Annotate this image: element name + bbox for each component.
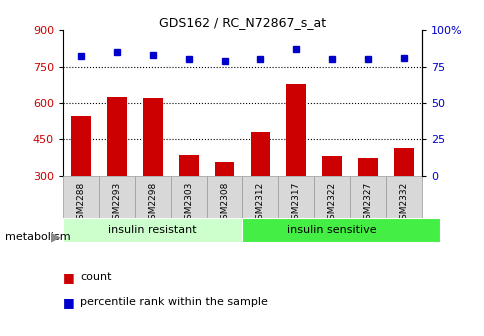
Text: metabolism: metabolism <box>5 232 70 242</box>
Text: count: count <box>80 272 111 282</box>
Text: ■: ■ <box>63 271 75 284</box>
Bar <box>358 158 377 249</box>
Bar <box>250 132 270 249</box>
FancyBboxPatch shape <box>63 218 242 242</box>
Text: GSM2293: GSM2293 <box>112 182 121 225</box>
Text: GSM2322: GSM2322 <box>327 182 336 225</box>
FancyBboxPatch shape <box>170 176 206 218</box>
Bar <box>322 156 341 249</box>
FancyBboxPatch shape <box>314 176 349 218</box>
Bar <box>393 148 413 249</box>
Bar <box>179 155 198 249</box>
FancyBboxPatch shape <box>385 176 421 218</box>
Text: insulin resistant: insulin resistant <box>108 225 197 235</box>
Bar <box>286 84 305 249</box>
Bar <box>214 162 234 249</box>
FancyBboxPatch shape <box>63 176 99 218</box>
Bar <box>107 97 126 249</box>
FancyBboxPatch shape <box>278 176 314 218</box>
Bar <box>143 98 162 249</box>
FancyBboxPatch shape <box>99 176 135 218</box>
Text: percentile rank within the sample: percentile rank within the sample <box>80 297 267 307</box>
Text: GSM2327: GSM2327 <box>363 182 372 225</box>
FancyBboxPatch shape <box>242 176 278 218</box>
Text: GSM2332: GSM2332 <box>399 182 408 225</box>
Bar <box>71 116 91 249</box>
Text: GSM2312: GSM2312 <box>256 182 264 225</box>
Text: GSM2288: GSM2288 <box>76 182 85 225</box>
Text: GSM2317: GSM2317 <box>291 182 300 225</box>
Text: insulin sensitive: insulin sensitive <box>287 225 376 235</box>
Text: GSM2298: GSM2298 <box>148 182 157 225</box>
FancyBboxPatch shape <box>206 176 242 218</box>
Text: GSM2308: GSM2308 <box>220 182 228 225</box>
Text: GSM2303: GSM2303 <box>184 182 193 225</box>
FancyBboxPatch shape <box>135 176 170 218</box>
Title: GDS162 / RC_N72867_s_at: GDS162 / RC_N72867_s_at <box>159 16 325 29</box>
FancyBboxPatch shape <box>349 176 385 218</box>
FancyBboxPatch shape <box>242 218 439 242</box>
Text: ■: ■ <box>63 296 75 309</box>
Text: ▶: ▶ <box>51 230 60 243</box>
